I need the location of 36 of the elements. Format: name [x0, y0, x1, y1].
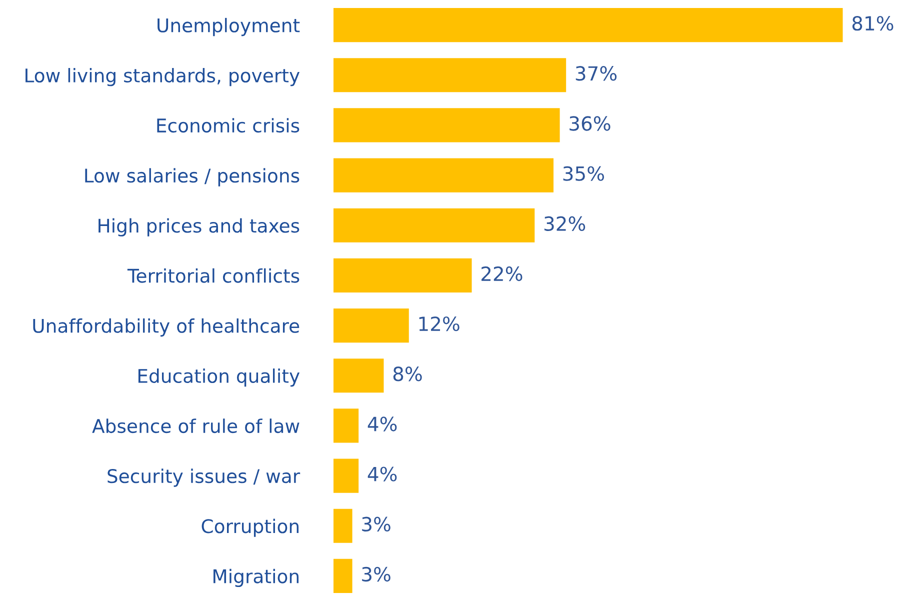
bar — [333, 258, 472, 292]
data-label: 35% — [563, 166, 604, 181]
y-tick-label: Economic crisis — [157, 118, 300, 133]
data-label: 37% — [576, 66, 617, 81]
bar — [333, 558, 352, 593]
bar — [333, 108, 560, 142]
data-label: 3% — [362, 516, 390, 532]
bar — [333, 358, 384, 393]
bar — [333, 408, 359, 443]
y-tick-label: Low salaries / pensions — [85, 168, 300, 186]
bar — [333, 308, 409, 343]
data-label: 32% — [544, 216, 586, 232]
data-label: 4% — [368, 466, 397, 482]
bar — [333, 508, 352, 543]
data-label: 22% — [482, 266, 522, 282]
data-label: 4% — [368, 416, 397, 432]
y-tick-label: Education quality — [138, 368, 300, 387]
bar — [333, 208, 535, 242]
y-tick-label: Unaffordability of healthcare — [33, 318, 300, 337]
data-label: 12% — [419, 316, 460, 332]
y-tick-label: Low living standards, poverty — [26, 68, 300, 86]
y-tick-label: Migration — [214, 568, 298, 587]
y-tick-label: Territorial conflicts — [127, 268, 300, 283]
y-tick-label: Absence of rule of law — [92, 418, 300, 434]
data-label: 8% — [393, 366, 422, 382]
y-tick-label: High prices and taxes — [98, 218, 300, 236]
y-tick-label: Security issues / war — [108, 468, 300, 487]
data-label: 81% — [852, 16, 894, 31]
y-tick-label: Corruption — [202, 518, 298, 537]
bar — [333, 458, 359, 493]
bar — [333, 8, 843, 42]
y-tick-label: Unemployment — [158, 18, 300, 36]
bar — [333, 58, 566, 92]
data-label: 36% — [570, 116, 610, 131]
data-label: 3% — [362, 566, 390, 582]
bar — [333, 158, 554, 192]
